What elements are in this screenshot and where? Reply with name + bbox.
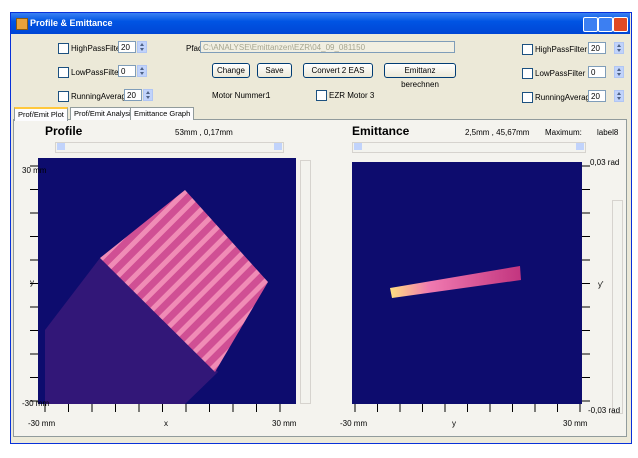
h-scrollbar[interactable] (352, 142, 586, 153)
info: 2,5mm , 45,67mm (465, 128, 529, 137)
info: 53mm , 0,17mm (175, 128, 233, 137)
max-label: Maximum: (545, 128, 582, 137)
axis-label: x (164, 419, 168, 428)
plots (0, 0, 638, 458)
axis-label: -30 mm (28, 419, 55, 428)
h-scrollbar[interactable] (55, 142, 284, 153)
axis-label: 30 mm (272, 419, 296, 428)
axis-label: 30 mm (563, 419, 587, 428)
axis-label: 0,03 rad (590, 158, 619, 167)
max-value: label8 (597, 128, 618, 137)
v-scrollbar[interactable] (300, 160, 311, 404)
panel-title: Profile (45, 124, 82, 138)
v-scrollbar[interactable] (612, 200, 623, 414)
axis-label: -30 mm (22, 399, 49, 408)
axis-label: -30 mm (340, 419, 367, 428)
axis-label: 30 mm (22, 166, 46, 175)
panel-title: Emittance (352, 124, 409, 138)
axis-label: y (452, 419, 456, 428)
axis-label: -0,03 rad (588, 406, 620, 415)
page: {"window":{"title":"Profile & Emittance"… (0, 0, 638, 458)
axis-label: y' (598, 280, 604, 289)
axis-label: y (30, 278, 34, 287)
